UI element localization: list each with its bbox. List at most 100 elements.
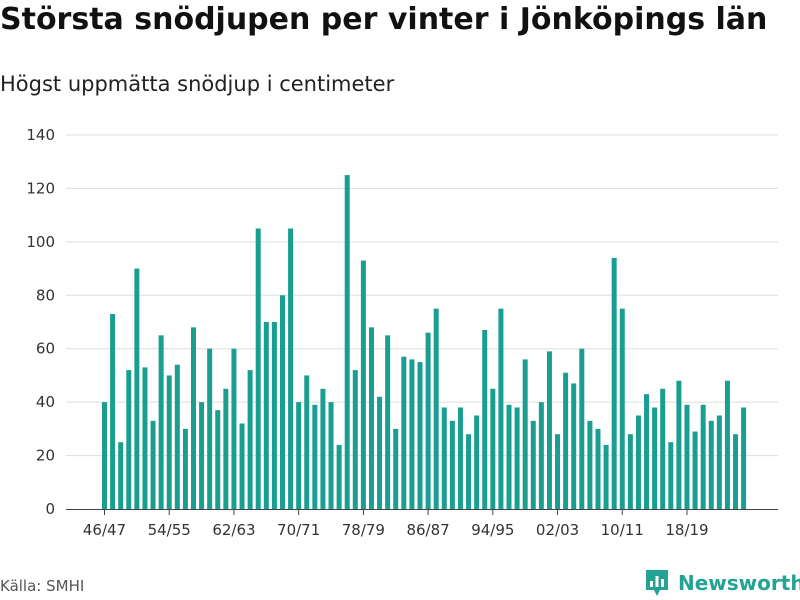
- bar-65/66: [255, 228, 261, 509]
- x-tick-label: 70/71: [277, 521, 320, 539]
- x-tick-label: 54/55: [148, 521, 191, 539]
- snow-depth-bar-chart: 0 20 40 60 80 100 120 140 46/47 54/55 62/63 70/71 7…: [26, 126, 778, 539]
- bar-80/81: [377, 396, 383, 509]
- bar-82/83: [393, 428, 399, 509]
- bar-13/14: [644, 394, 650, 509]
- bar-63/64: [239, 423, 245, 509]
- bar-71/72: [304, 375, 310, 509]
- bar-58/59: [199, 402, 205, 509]
- bar-47/48: [110, 313, 116, 509]
- y-tick-label: 140: [26, 126, 55, 144]
- bar-67/68: [271, 322, 277, 509]
- chart-subtitle: Högst uppmätta snödjup i centimeter: [0, 72, 395, 96]
- bar-46/47: [102, 402, 107, 509]
- bar-81/82: [385, 335, 391, 509]
- bar-19/20: [692, 431, 698, 509]
- bar-22/23: [716, 415, 722, 509]
- bar-undefined: [741, 407, 747, 509]
- bar-02/03: [555, 434, 561, 509]
- brand-logo: Newsworthy: [644, 568, 800, 598]
- bar-56/57: [182, 428, 188, 509]
- brand-name: Newsworthy: [678, 571, 800, 595]
- bar-59/60: [207, 348, 213, 509]
- y-tick-label: 0: [45, 500, 55, 518]
- x-tick-label: 02/03: [536, 521, 579, 539]
- bar-51/52: [142, 367, 148, 509]
- bar-chart-speech-bubble-icon: [646, 570, 668, 596]
- bar-86/87: [425, 332, 431, 509]
- bar-91/92: [466, 434, 472, 509]
- bar-06/07: [587, 420, 593, 509]
- bar-48/49: [118, 442, 124, 509]
- bar-03/04: [563, 372, 569, 509]
- x-tick-label: 62/63: [212, 521, 255, 539]
- bar-96/97: [506, 404, 512, 509]
- bar-99/00: [530, 420, 536, 509]
- page-title: Största snödjupen per vinter i Jönköping…: [0, 2, 768, 37]
- bar-10/11: [619, 308, 625, 509]
- bar-23/24: [724, 380, 730, 509]
- bar-62/63: [231, 348, 237, 509]
- bar-98/99: [522, 359, 528, 509]
- bar-83/84: [401, 356, 407, 509]
- bar-52/53: [150, 420, 156, 509]
- bar-57/58: [190, 327, 196, 509]
- bar-08/09: [603, 444, 609, 509]
- x-tick-label: 10/11: [601, 521, 644, 539]
- bar-77/78: [352, 370, 358, 509]
- bar-89/90: [449, 420, 455, 509]
- bar-66/67: [263, 322, 269, 509]
- bar-94/95: [490, 388, 496, 509]
- bar-21/22: [708, 420, 714, 509]
- bar-79/80: [368, 327, 374, 509]
- y-tick-label: 120: [26, 179, 55, 197]
- bar-90/91: [457, 407, 463, 509]
- bar-95/96: [498, 308, 504, 509]
- bar-53/54: [158, 335, 164, 509]
- bar-92/93: [474, 415, 480, 509]
- bar-76/77: [344, 175, 350, 509]
- bar-85/86: [417, 362, 423, 509]
- x-axis: 46/47 54/55 62/63 70/71 78/79 86/87 94/95 02/03…: [66, 509, 778, 539]
- bar-70/71: [296, 402, 302, 509]
- y-axis-tick-labels: 0 20 40 60 80 100 120 140: [26, 126, 55, 518]
- bar-73/74: [320, 388, 326, 509]
- bar-01/02: [546, 351, 552, 509]
- bar-72/73: [312, 404, 318, 509]
- bar-87/88: [433, 308, 439, 509]
- x-tick-label: 46/47: [83, 521, 126, 539]
- x-tick-label: 78/79: [342, 521, 385, 539]
- bar-16/17: [668, 442, 674, 509]
- bar-54/55: [166, 375, 172, 509]
- x-tick-label: 18/19: [665, 521, 708, 539]
- source-note: Källa: SMHI: [0, 577, 85, 595]
- bar-55/56: [174, 364, 180, 509]
- bar-07/08: [595, 428, 601, 509]
- bar-50/51: [134, 268, 140, 509]
- bar-11/12: [627, 434, 633, 509]
- bar-15/16: [660, 388, 666, 509]
- bar-04/05: [571, 383, 577, 509]
- y-tick-label: 100: [26, 233, 55, 251]
- bar-09/10: [611, 257, 617, 509]
- bar-18/19: [684, 404, 690, 509]
- bars: [102, 175, 747, 509]
- bar-75/76: [336, 444, 342, 509]
- bar-88/89: [441, 407, 447, 509]
- bar-12/13: [635, 415, 641, 509]
- bar-14/15: [652, 407, 658, 509]
- bar-84/85: [409, 359, 415, 509]
- bar-49/50: [126, 370, 132, 509]
- bar-69/70: [288, 228, 294, 509]
- bar-24/25: [733, 434, 739, 509]
- bar-78/79: [360, 260, 366, 509]
- bar-61/62: [223, 388, 229, 509]
- y-tick-label: 60: [36, 340, 55, 358]
- y-tick-label: 80: [36, 286, 55, 304]
- bar-20/21: [700, 404, 706, 509]
- bar-68/69: [279, 295, 285, 509]
- bar-17/18: [676, 380, 682, 509]
- bar-00/01: [538, 402, 544, 509]
- bar-64/65: [247, 370, 253, 509]
- bar-97/98: [514, 407, 520, 509]
